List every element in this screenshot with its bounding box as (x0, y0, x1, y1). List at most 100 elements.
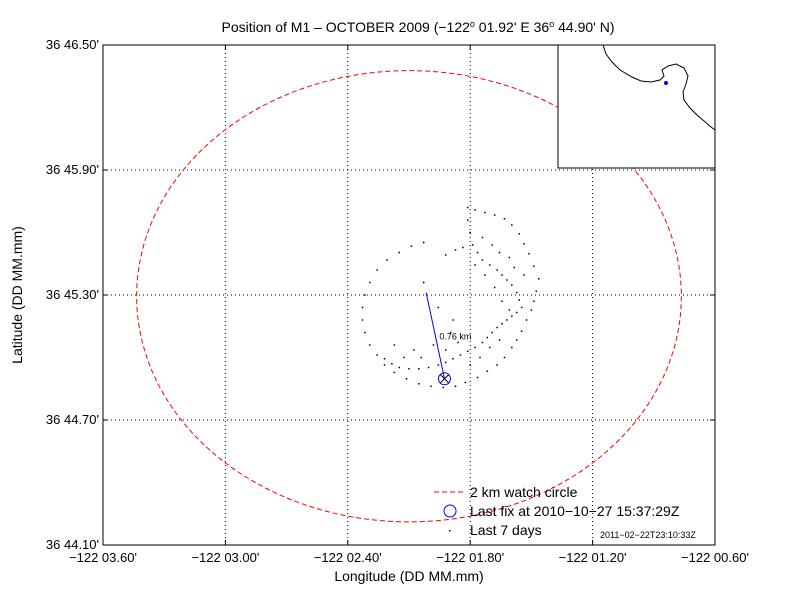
last-7-days-points (361, 206, 540, 389)
data-point (535, 290, 538, 292)
x-tick-label: −122 03.60' (69, 550, 137, 565)
y-tick-label: 36 44.70' (46, 412, 99, 427)
data-point (413, 349, 415, 351)
data-point (376, 269, 378, 271)
data-point (481, 341, 484, 344)
data-point (508, 309, 511, 311)
data-point (454, 249, 457, 251)
data-point (479, 356, 481, 359)
data-point (467, 350, 469, 352)
data-point (503, 218, 506, 220)
data-point (398, 251, 400, 254)
data-point (364, 294, 366, 296)
data-point (493, 214, 496, 216)
data-point (496, 269, 498, 271)
data-point (493, 286, 496, 289)
data-point (444, 361, 447, 364)
data-point (503, 356, 506, 359)
data-point (506, 319, 508, 321)
y-tick-label: 36 46.50' (46, 37, 99, 52)
x-tick-label: −122 01.20' (559, 550, 627, 565)
data-point (405, 378, 408, 380)
data-point (508, 256, 511, 259)
data-point (422, 241, 425, 244)
inset-map (557, 44, 716, 169)
data-point (410, 245, 413, 247)
x-tick-label: −122 00.60' (681, 550, 749, 565)
data-point (393, 371, 396, 374)
data-point (481, 236, 484, 239)
data-point (523, 243, 525, 245)
data-point (474, 209, 476, 211)
y-tick-label: 36 45.90' (46, 162, 99, 177)
last-fix-layer (437, 372, 451, 386)
data-point (408, 368, 410, 370)
data-point (489, 264, 491, 266)
data-point (484, 211, 486, 214)
data-point (444, 349, 447, 351)
data-point (437, 306, 440, 309)
legend: 2 km watch circle Last fix at 2010−10−27… (434, 484, 696, 540)
data-point (520, 306, 523, 309)
data-point (462, 246, 464, 249)
data-point (496, 326, 498, 329)
data-point (515, 291, 518, 294)
data-point (511, 315, 513, 317)
data-point (393, 344, 396, 346)
data-point (523, 274, 525, 276)
data-point (518, 233, 520, 235)
data-point (454, 385, 457, 387)
inset-map-frame (557, 44, 716, 169)
data-point (383, 358, 386, 360)
data-point (515, 339, 518, 341)
data-point (442, 386, 445, 389)
data-point (418, 383, 420, 385)
y-tick-label: 36 45.30' (46, 287, 99, 302)
data-point (361, 306, 364, 309)
data-point (486, 336, 489, 339)
grid-lines (103, 45, 715, 545)
data-point (530, 309, 533, 311)
data-point (533, 265, 535, 267)
y-tick-labels: 36 44.10' 36 44.70' 36 45.30' 36 45.90' 36 4… (46, 37, 99, 552)
data-point (506, 279, 508, 281)
data-point (464, 381, 467, 384)
x-tick-labels: −122 03.60' −122 03.00' −122 02.40' −122 01… (69, 550, 749, 565)
data-point (486, 370, 489, 372)
data-point (491, 331, 493, 334)
data-point (481, 259, 484, 261)
data-point (398, 366, 400, 369)
data-point (491, 244, 493, 246)
data-point (501, 300, 503, 302)
data-point (496, 364, 498, 366)
data-point (471, 244, 474, 246)
inset-coastline (602, 44, 716, 131)
data-point (518, 299, 520, 301)
data-point (498, 251, 501, 254)
data-point (430, 385, 432, 387)
distance-label: 0.76 km (439, 332, 471, 342)
x-tick-label: −122 02.40' (314, 550, 382, 565)
data-point (484, 274, 486, 276)
data-point (422, 281, 425, 284)
data-point (418, 368, 420, 370)
inset-mooring-marker (664, 81, 668, 85)
data-point (469, 231, 471, 234)
data-point (386, 259, 388, 261)
data-point (403, 356, 405, 359)
data-point (361, 319, 364, 321)
data-point (525, 319, 528, 321)
data-point (369, 281, 371, 284)
data-point (376, 354, 378, 356)
x-tick-label: −122 01.80' (436, 550, 504, 565)
data-point (515, 311, 518, 314)
data-point (459, 354, 462, 356)
data-point (476, 376, 479, 379)
data-point (467, 206, 469, 209)
data-point (476, 251, 479, 254)
x-axis-label: Longitude (DD MM.mm) (334, 568, 483, 584)
data-point (501, 323, 503, 325)
watch-circle-layer (136, 70, 682, 523)
data-point (474, 346, 476, 349)
